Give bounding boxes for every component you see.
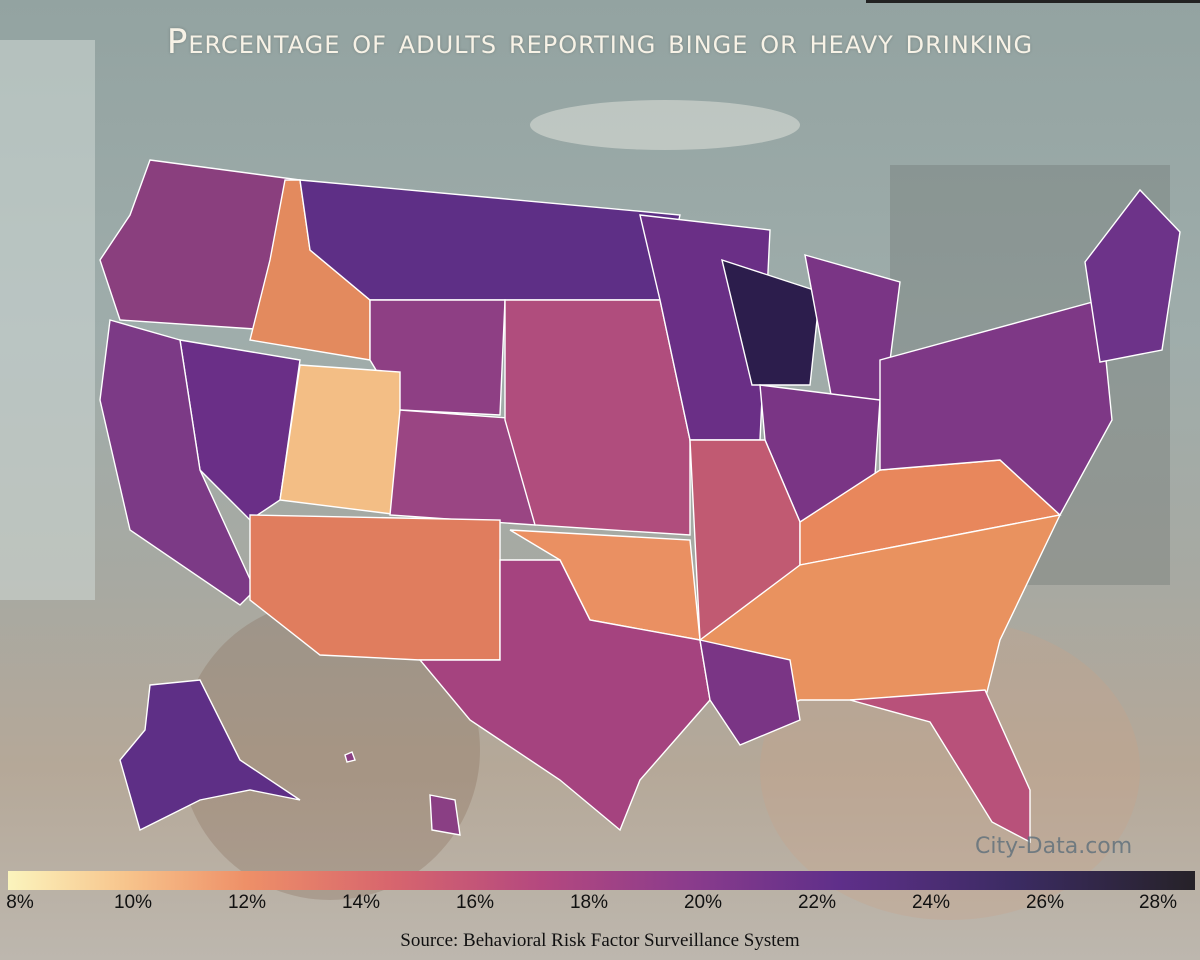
source-note: Source: Behavioral Risk Factor Surveilla… [400, 930, 800, 951]
region-utah [279, 364, 401, 516]
tick-label: 8% [6, 892, 34, 913]
background-window [0, 40, 95, 600]
tick-label: 26% [1025, 892, 1065, 913]
region-texas [418, 559, 711, 832]
region-california [99, 319, 256, 606]
tick-label: 28% [1138, 892, 1178, 913]
region-new-england [1084, 188, 1181, 363]
tick-label: 18% [569, 892, 609, 913]
region-hawaii-islands [344, 751, 356, 763]
watermark: City-Data.com [975, 834, 1133, 859]
region-alaska [119, 679, 301, 832]
region-northern-plains [299, 179, 681, 301]
tick-label: 20% [683, 892, 723, 913]
tick-label: 12% [227, 892, 267, 913]
tick-label: 24% [911, 892, 951, 913]
map-title: Percentage of adults reporting binge or … [166, 22, 1034, 62]
region-hawaii [429, 794, 461, 836]
region-central-plains [504, 299, 691, 536]
tick-label: 10% [113, 892, 153, 913]
region-florida [849, 689, 1031, 844]
tick-label: 22% [797, 892, 837, 913]
tick-label: 14% [341, 892, 381, 913]
background-lamp [530, 100, 800, 150]
region-wyoming [369, 299, 506, 416]
tick-label: 16% [455, 892, 495, 913]
region-southwest [249, 514, 501, 661]
color-scale-bar [8, 871, 1195, 890]
top-bar [866, 0, 1200, 3]
region-louisiana [699, 639, 801, 746]
region-wisconsin [721, 258, 821, 386]
